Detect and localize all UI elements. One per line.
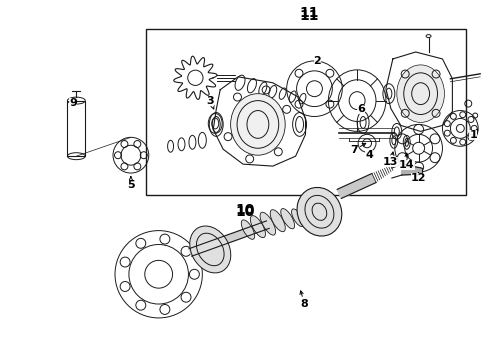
Text: 2: 2 <box>314 56 321 66</box>
Bar <box>68 100 85 156</box>
Text: 10: 10 <box>235 203 255 217</box>
Ellipse shape <box>281 208 294 229</box>
Ellipse shape <box>250 216 266 238</box>
Polygon shape <box>402 164 421 175</box>
Ellipse shape <box>297 188 342 236</box>
Ellipse shape <box>260 212 275 235</box>
Polygon shape <box>337 174 376 198</box>
Text: 4: 4 <box>365 150 373 160</box>
Ellipse shape <box>292 209 304 226</box>
Bar <box>146 29 466 195</box>
Text: 1: 1 <box>469 129 478 140</box>
Ellipse shape <box>241 220 255 239</box>
Text: 3: 3 <box>206 96 214 109</box>
Ellipse shape <box>190 226 231 273</box>
Ellipse shape <box>231 94 285 155</box>
Text: 11: 11 <box>300 9 319 23</box>
Text: 8: 8 <box>300 291 308 309</box>
Text: 14: 14 <box>399 153 415 170</box>
Text: 6: 6 <box>357 104 365 113</box>
Text: 11: 11 <box>300 6 319 20</box>
Text: 12: 12 <box>411 173 426 183</box>
Text: 5: 5 <box>127 177 135 190</box>
Ellipse shape <box>397 65 444 122</box>
Text: 13: 13 <box>383 152 398 167</box>
Polygon shape <box>189 221 269 256</box>
Ellipse shape <box>270 210 285 232</box>
Text: 9: 9 <box>70 98 77 108</box>
Text: 7: 7 <box>350 143 366 155</box>
Text: 10: 10 <box>235 205 255 219</box>
